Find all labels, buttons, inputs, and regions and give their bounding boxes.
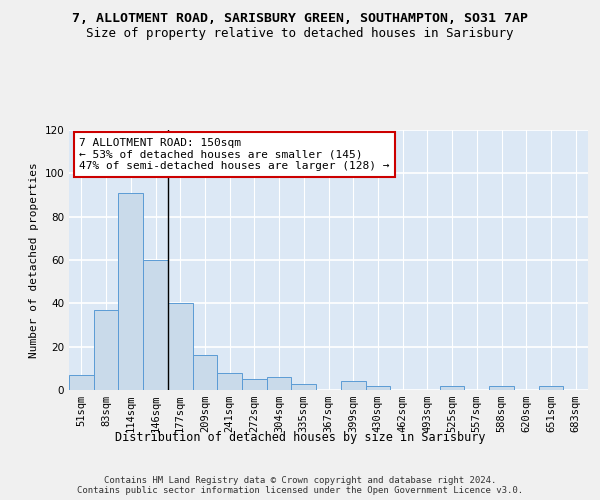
Text: 7, ALLOTMENT ROAD, SARISBURY GREEN, SOUTHAMPTON, SO31 7AP: 7, ALLOTMENT ROAD, SARISBURY GREEN, SOUT… xyxy=(72,12,528,26)
Bar xyxy=(193,356,217,390)
Bar xyxy=(440,386,464,390)
Bar xyxy=(168,304,193,390)
Bar xyxy=(118,193,143,390)
Text: 7 ALLOTMENT ROAD: 150sqm
← 53% of detached houses are smaller (145)
47% of semi-: 7 ALLOTMENT ROAD: 150sqm ← 53% of detach… xyxy=(79,138,390,171)
Bar xyxy=(489,386,514,390)
Text: Distribution of detached houses by size in Sarisbury: Distribution of detached houses by size … xyxy=(115,431,485,444)
Bar xyxy=(292,384,316,390)
Bar xyxy=(267,377,292,390)
Bar xyxy=(365,386,390,390)
Bar xyxy=(217,372,242,390)
Bar xyxy=(94,310,118,390)
Bar xyxy=(242,379,267,390)
Bar xyxy=(143,260,168,390)
Bar xyxy=(539,386,563,390)
Text: Contains HM Land Registry data © Crown copyright and database right 2024.
Contai: Contains HM Land Registry data © Crown c… xyxy=(77,476,523,495)
Bar xyxy=(69,375,94,390)
Text: Size of property relative to detached houses in Sarisbury: Size of property relative to detached ho… xyxy=(86,28,514,40)
Bar xyxy=(341,382,365,390)
Y-axis label: Number of detached properties: Number of detached properties xyxy=(29,162,39,358)
